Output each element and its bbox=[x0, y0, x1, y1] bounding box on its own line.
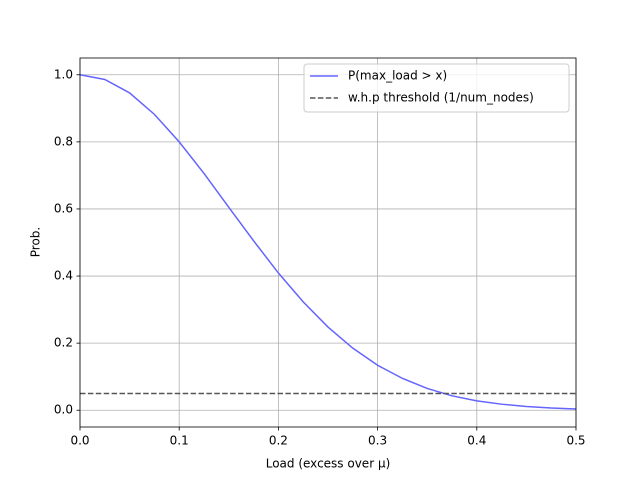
y-tick-label: 1.0 bbox=[54, 67, 73, 81]
x-tick-label: 0.4 bbox=[467, 434, 486, 448]
x-tick-label: 0.5 bbox=[566, 434, 585, 448]
y-tick-label: 0.6 bbox=[54, 201, 73, 215]
y-tick-label: 0.4 bbox=[54, 269, 73, 283]
legend-box bbox=[303, 63, 570, 113]
y-tick-label: 0.2 bbox=[54, 336, 73, 350]
plot-frame bbox=[79, 57, 577, 428]
y-tick-label: 0.8 bbox=[54, 134, 73, 148]
x-tick-label: 0.3 bbox=[368, 434, 387, 448]
series-line bbox=[79, 74, 577, 410]
legend-label: w.h.p threshold (1/num_nodes) bbox=[348, 91, 534, 105]
x-axis-label: Load (excess over μ) bbox=[266, 457, 391, 471]
legend-label: P(max_load > x) bbox=[348, 69, 447, 83]
y-tick-label: 0.0 bbox=[54, 403, 73, 417]
x-tick-label: 0.2 bbox=[269, 434, 288, 448]
y-axis-label: Prob. bbox=[29, 227, 43, 257]
x-tick-label: 0.0 bbox=[70, 434, 89, 448]
x-tick-label: 0.1 bbox=[170, 434, 189, 448]
